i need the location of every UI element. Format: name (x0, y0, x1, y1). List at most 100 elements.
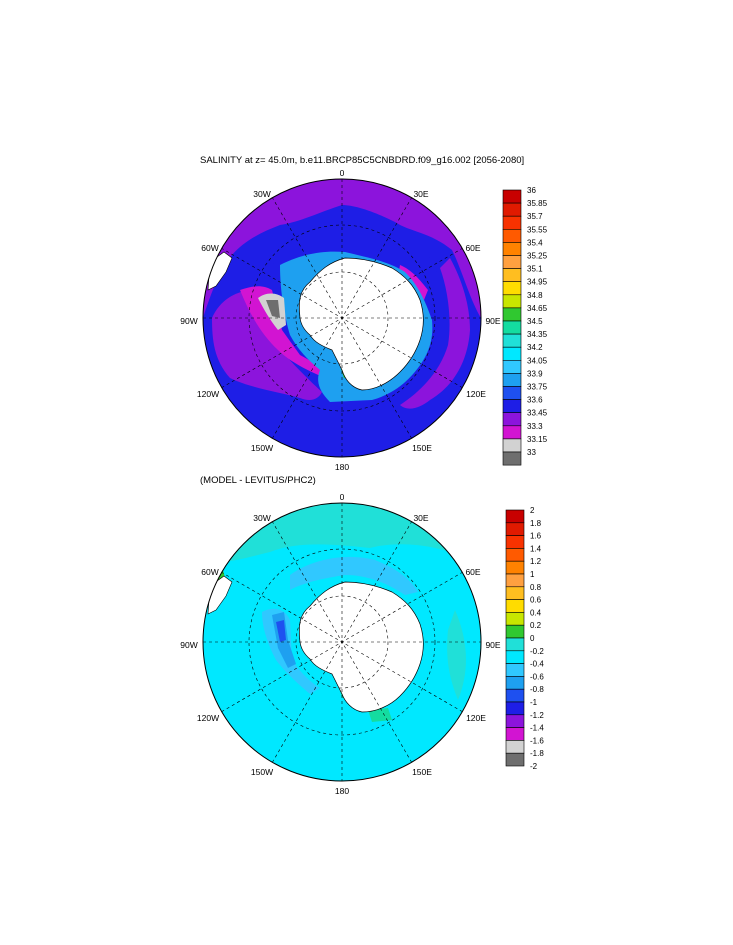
top-colorbar-label: 34.95 (527, 278, 548, 287)
top-colorbar-label: 35.7 (527, 212, 543, 221)
bottom-lon-60e: 60E (465, 567, 480, 577)
bottom-colorbar-swatch (505, 548, 525, 562)
top-lon-150e: 150E (412, 443, 432, 453)
top-purple-band-north (203, 179, 481, 318)
top-colorbar-label: 35.1 (527, 265, 543, 274)
top-colorbar-swatch (502, 333, 522, 348)
bottom-colorbar-label: -1.2 (530, 711, 544, 720)
bottom-colorbar-label: -1.6 (530, 736, 544, 745)
bottom-map-border (202, 502, 482, 782)
bottom-colorbar-swatch (505, 676, 525, 690)
bottom-colorbar-swatch (505, 509, 525, 524)
top-colorbar: 36 35.85 35.7 35.55 35.4 35.25 35.1 34.95 34.8 34… (502, 186, 548, 466)
bottom-colorbar-swatch (505, 637, 525, 652)
bottom-colorbar-swatch (505, 560, 525, 575)
antarctica-top (298, 257, 424, 391)
top-colorbar-label: 35.4 (527, 238, 543, 247)
top-colorbar-swatch (502, 202, 522, 217)
top-colorbar-label: 34.2 (527, 343, 543, 352)
bottom-colorbar-label: -0.6 (530, 672, 544, 681)
top-lon-90w: 90W (180, 316, 197, 326)
bottom-colorbar-label: 1.2 (530, 557, 542, 566)
top-colorbar-swatch (502, 359, 522, 374)
bottom-colorbar-label: 1.4 (530, 544, 542, 553)
bottom-lon-120w: 120W (197, 713, 219, 723)
top-lon-180: 180 (335, 462, 349, 472)
top-colorbar-swatch (502, 189, 522, 204)
top-lon-120e: 120E (466, 389, 486, 399)
bottom-colorbar-label: -1.4 (530, 724, 544, 733)
top-colorbar-swatch (502, 425, 522, 440)
top-blue-inner (262, 222, 446, 318)
top-colorbar-label: 34.35 (527, 330, 548, 339)
bottom-lon-90e: 90E (485, 640, 500, 650)
top-colorbar-swatch (502, 307, 522, 322)
bottom-colorbar: 2 1.8 1.6 1.4 1.2 1 0.8 0.6 0.4 0.2 0 -0.2 -0.4 -0.6 -… (505, 506, 544, 771)
top-darkgrey-weddell (266, 300, 280, 318)
bottom-lon-30e: 30E (413, 513, 428, 523)
bottom-colorbar-swatch (505, 663, 525, 677)
top-colorbar-label: 34.65 (527, 304, 548, 313)
top-lon-90e: 90E (485, 316, 500, 326)
top-magenta-west (240, 286, 330, 378)
top-colorbar-label: 33.45 (527, 409, 548, 418)
bottom-blue-weddell (290, 556, 418, 595)
top-colorbar-label: 35.55 (527, 225, 548, 234)
bottom-darkerblue-west (276, 620, 286, 642)
bottom-colorbar-label: -0.8 (530, 685, 544, 694)
top-purple-band-west (212, 290, 322, 400)
top-lon-60e: 60E (465, 243, 480, 253)
top-colorbar-swatch (502, 399, 522, 414)
bottom-colorbar-label: 0.6 (530, 596, 542, 605)
bottom-colorbar-swatch (505, 586, 525, 600)
top-lon-30e: 30E (413, 189, 428, 199)
bottom-title: (MODEL - LEVITUS/PHC2) (200, 475, 316, 486)
bottom-colorbar-swatch (505, 727, 525, 741)
bottom-colorbar-swatch (505, 612, 525, 626)
bottom-colorbar-swatch (505, 688, 525, 703)
top-lon-150w: 150W (251, 443, 273, 453)
bottom-colorbar-label: 1.6 (530, 532, 542, 541)
bottom-colorbar-swatch (505, 599, 525, 613)
bottom-colorbar-label: 1 (530, 570, 535, 579)
top-colorbar-label: 33.9 (527, 369, 543, 378)
top-colorbar-swatch (502, 229, 522, 243)
bottom-colorbar-swatch (505, 522, 525, 536)
bottom-lon-90w: 90W (180, 640, 197, 650)
top-colorbar-label: 35.85 (527, 199, 548, 208)
bottom-colorbar-swatch (505, 701, 525, 716)
bottom-map (203, 503, 481, 781)
top-lon-60w: 60W (201, 243, 218, 253)
bottom-graticule (203, 503, 481, 781)
top-colorbar-label: 34.05 (527, 356, 548, 365)
bottom-lon-0: 0 (340, 492, 345, 502)
top-colorbar-swatch (502, 451, 522, 466)
top-colorbar-label: 33.6 (527, 396, 543, 405)
bottom-panel: (MODEL - LEVITUS/PHC2) (180, 475, 544, 796)
bottom-colorbar-swatch (505, 752, 525, 767)
top-colorbar-swatch (502, 346, 522, 361)
bottom-colorbar-swatch (505, 535, 525, 549)
top-colorbar-swatch (502, 320, 522, 335)
top-colorbar-label: 33.15 (527, 435, 548, 444)
bottom-colorbar-label: 1.8 (530, 519, 542, 528)
top-lon-120w: 120W (197, 389, 219, 399)
top-colorbar-swatch (502, 281, 522, 296)
top-colorbar-label: 34.5 (527, 317, 543, 326)
bottom-colorbar-swatch (505, 573, 525, 588)
bottom-colorbar-label: 0.8 (530, 583, 542, 592)
top-lon-labels: 0 30E 60E 90E 120E 150E 180 150W 120W 90… (180, 168, 501, 472)
top-graticule (203, 179, 481, 457)
top-colorbar-swatch (502, 438, 522, 453)
top-colorbar-swatch (502, 215, 522, 230)
top-colorbar-label: 33.75 (527, 383, 548, 392)
top-colorbar-label: 36 (527, 186, 536, 195)
bottom-colorbar-label: -0.4 (530, 660, 544, 669)
bottom-lon-labels: 0 30E 60E 90E 120E 150E 180 150W 120W 90… (180, 492, 501, 796)
top-colorbar-label: 34.8 (527, 291, 543, 300)
bottom-colorbar-label: 2 (530, 506, 535, 515)
bottom-colorbar-label: -1.8 (530, 749, 544, 758)
top-colorbar-label: 35.25 (527, 252, 548, 261)
top-purple-band-east (400, 258, 470, 409)
